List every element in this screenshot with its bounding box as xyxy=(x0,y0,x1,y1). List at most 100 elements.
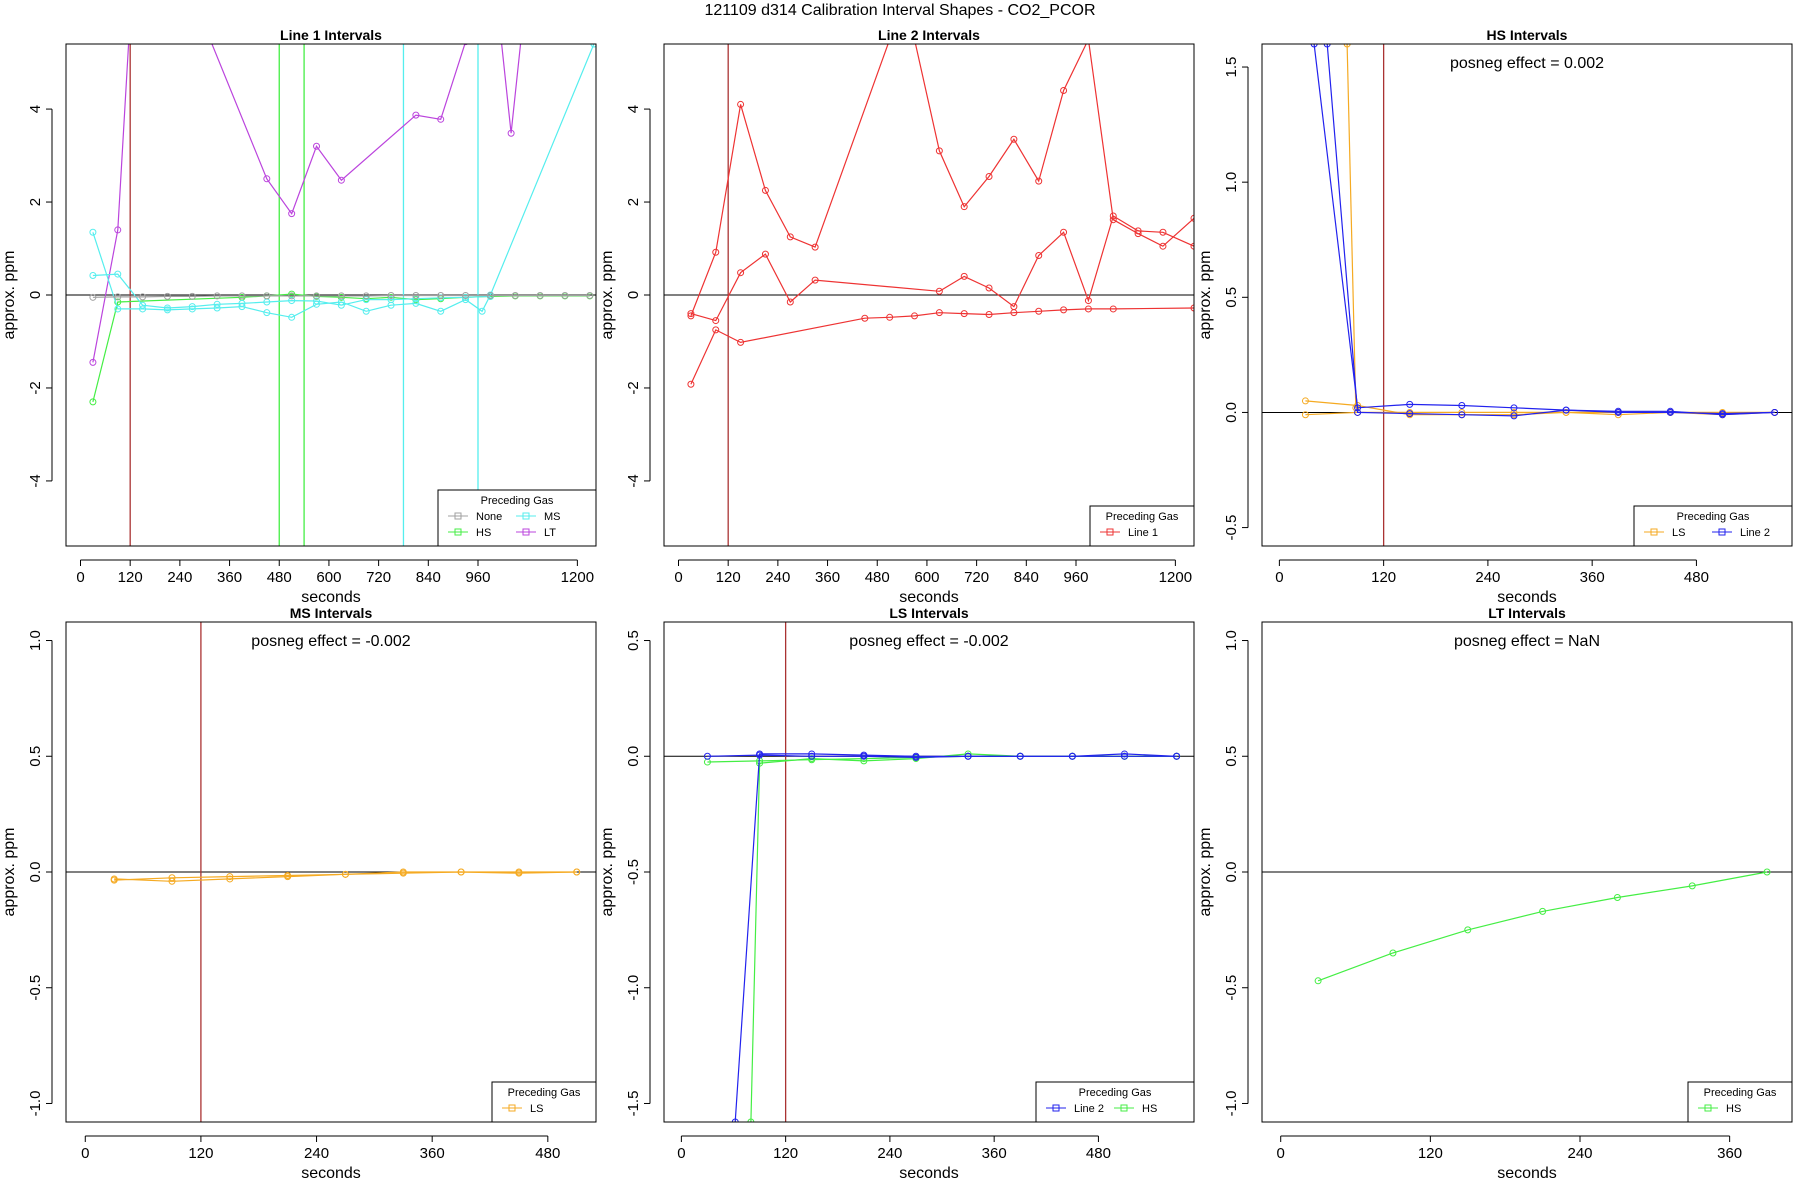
data-point xyxy=(462,296,470,304)
legend-box xyxy=(1633,505,1793,547)
data-point xyxy=(1771,408,1779,416)
data-point xyxy=(1085,36,1091,42)
data-point xyxy=(288,297,296,305)
data-point xyxy=(1190,214,1194,222)
series-line-hs xyxy=(1317,871,1768,982)
x-axis-label: seconds xyxy=(899,1165,959,1182)
series-line-line-1 xyxy=(690,215,1194,322)
data-point xyxy=(985,172,993,180)
data-point xyxy=(1389,949,1397,957)
series-line-none xyxy=(92,294,590,298)
data-point xyxy=(213,300,221,308)
plot-area xyxy=(703,750,1181,1122)
chart-panel-5: LS Intervals 0 120 240 360 480 seconds -1.5 -1.0… xyxy=(599,605,1195,1182)
data-point xyxy=(536,291,544,299)
x-tick-label: 360 xyxy=(420,1145,445,1162)
y-tick-label: 0.5 xyxy=(27,746,44,767)
data-point xyxy=(362,296,370,304)
data-point xyxy=(1109,212,1117,220)
plot-frame xyxy=(65,621,597,1123)
data-point xyxy=(1562,408,1570,416)
data-point xyxy=(114,270,122,278)
x-tick-label: 120 xyxy=(118,569,143,586)
data-point xyxy=(462,44,469,46)
data-point xyxy=(1010,309,1018,317)
x-tick-label: 240 xyxy=(765,569,790,586)
data-point xyxy=(960,310,968,318)
data-point xyxy=(1016,752,1024,760)
y-tick-label: -2 xyxy=(625,381,642,394)
data-point xyxy=(496,13,502,19)
data-point xyxy=(511,291,519,299)
data-point xyxy=(313,142,321,150)
chart-title: Line 2 Intervals xyxy=(878,27,980,43)
data-point xyxy=(712,326,720,334)
x-tick-label: 360 xyxy=(1580,569,1605,586)
y-tick-label: 0.0 xyxy=(1223,402,1240,423)
data-point xyxy=(238,292,246,300)
data-point xyxy=(1159,228,1167,236)
data-point xyxy=(114,305,122,313)
data-point xyxy=(1109,305,1117,313)
y-tick-label: 0 xyxy=(27,291,44,299)
x-tick-label: 0 xyxy=(76,569,84,586)
plot-frame xyxy=(663,43,1195,547)
y-tick-label: -4 xyxy=(27,474,44,487)
data-point xyxy=(737,100,745,108)
data-point xyxy=(288,210,296,218)
data-point xyxy=(1406,410,1414,418)
chart-panel-6: LT Intervals 0 120 240 360 seconds -1.0 -0.5 0.0… xyxy=(1197,605,1793,1182)
legend-entry-ls: LS xyxy=(1672,527,1685,539)
data-point xyxy=(1035,307,1043,315)
x-tick-label: 480 xyxy=(535,1145,560,1162)
data-point xyxy=(1010,135,1018,143)
data-point xyxy=(1068,752,1076,760)
data-point xyxy=(478,307,486,315)
data-point xyxy=(213,304,221,312)
data-point xyxy=(1060,228,1068,236)
series-line-ms xyxy=(92,44,595,318)
plot-area xyxy=(110,868,581,885)
legend-title: Preceding Gas xyxy=(1106,511,1179,523)
x-tick-label: 600 xyxy=(316,569,341,586)
data-point xyxy=(462,291,470,299)
data-point xyxy=(747,1118,755,1122)
data-point xyxy=(985,284,993,292)
x-axis-label: seconds xyxy=(301,1165,361,1182)
y-axis-label: approx. ppm xyxy=(1197,828,1214,917)
data-point xyxy=(1613,893,1621,901)
data-point xyxy=(964,750,972,758)
data-point xyxy=(1666,407,1674,415)
legend: Preceding Gas Line 1 xyxy=(1089,505,1195,547)
data-point xyxy=(288,313,296,321)
data-point xyxy=(89,228,97,236)
data-point xyxy=(811,276,819,284)
data-point xyxy=(1173,752,1181,760)
data-point xyxy=(1190,242,1194,250)
legend-swatch-marker xyxy=(1718,528,1726,536)
data-point xyxy=(226,875,234,883)
data-point xyxy=(561,291,569,299)
legend-swatch-marker xyxy=(1650,528,1658,536)
x-tick-label: 0 xyxy=(674,569,682,586)
y-tick-label: 1.0 xyxy=(27,630,44,651)
y-tick-label: 1.0 xyxy=(1223,172,1240,193)
data-point xyxy=(1688,882,1696,890)
series-line-ls xyxy=(1346,44,1357,408)
data-point xyxy=(912,753,920,761)
data-point xyxy=(861,314,869,322)
data-point xyxy=(188,303,196,311)
posneg-annotation: posneg effect = -0.002 xyxy=(849,633,1008,650)
y-tick-label: -0.5 xyxy=(27,975,44,1001)
data-point xyxy=(1035,177,1043,185)
data-point xyxy=(1323,44,1331,48)
data-point xyxy=(1120,752,1128,760)
posneg-annotation: posneg effect = 0.002 xyxy=(1450,55,1604,72)
series-line-lt xyxy=(92,44,130,363)
data-point xyxy=(1458,408,1466,416)
data-point xyxy=(703,752,711,760)
series-line-line-2 xyxy=(1326,44,1775,417)
x-tick-label: 0 xyxy=(1277,1145,1285,1162)
